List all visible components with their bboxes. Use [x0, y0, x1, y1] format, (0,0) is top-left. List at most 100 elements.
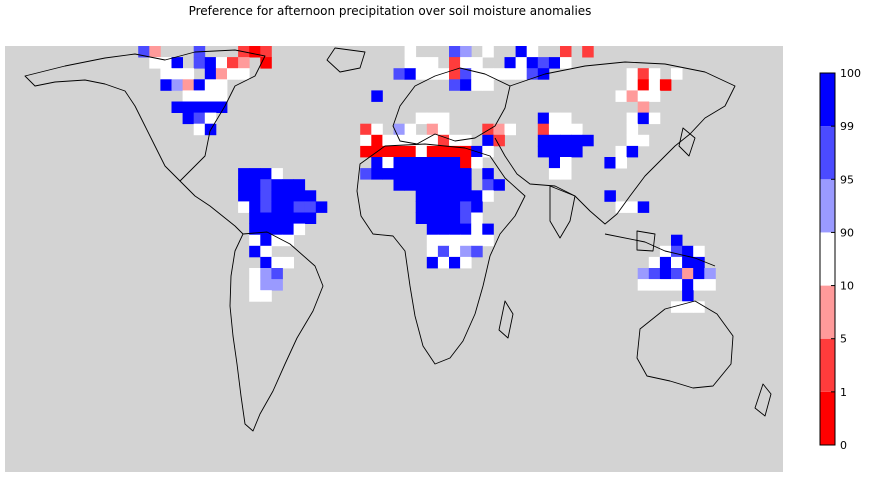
coast-australia [636, 300, 734, 389]
grid-cell [437, 234, 450, 247]
grid-cell [548, 134, 561, 147]
grid-cell [471, 212, 483, 224]
grid-cell [615, 157, 627, 169]
grid-cell [693, 301, 705, 313]
grid-cell [460, 68, 472, 80]
grid-cell [426, 112, 439, 125]
grid-cell [671, 256, 683, 269]
grid-cell [182, 90, 195, 102]
grid-cell [537, 123, 550, 136]
grid-cell [460, 179, 472, 191]
grid-cell [437, 256, 450, 269]
grid-cell [671, 279, 683, 291]
grid-cell [227, 57, 239, 69]
grid-cell [271, 201, 283, 213]
grid-cell [548, 57, 561, 69]
coast-greenland [326, 47, 366, 73]
grid-cell [637, 268, 650, 280]
grid-cell [460, 256, 472, 269]
grid-cell [449, 145, 461, 158]
grid-cell [360, 145, 372, 158]
grid-cell [238, 201, 250, 213]
grid-cell [293, 223, 306, 236]
grid-cell [437, 157, 450, 169]
grid-cell [460, 190, 472, 202]
coast-africa [356, 143, 526, 365]
grid-cell [371, 157, 383, 169]
grid-cell [548, 123, 561, 136]
grid-cell [482, 190, 494, 202]
grid-cell [171, 79, 183, 91]
colorbar-tick-label: 95 [840, 173, 854, 186]
grid-cell [138, 46, 150, 58]
grid-cell [437, 245, 450, 258]
grid-cell [227, 68, 239, 80]
grid-cells [138, 46, 716, 313]
grid-cell [682, 256, 694, 269]
grid-cell [449, 157, 461, 169]
grid-cell [460, 223, 472, 236]
grid-cell [648, 90, 661, 102]
grid-cell [493, 179, 505, 191]
grid-cell [382, 157, 394, 169]
colorbar-svg: 0 1 5 10 90 95 99 100 [819, 67, 861, 452]
grid-cell [682, 245, 694, 258]
grid-cell [626, 201, 639, 213]
coast-north-america [24, 49, 266, 182]
grid-cell [249, 290, 261, 302]
grid-cell [393, 68, 405, 80]
colorbar-tick-label: 5 [840, 333, 847, 346]
coast-new-zealand [754, 383, 772, 417]
grid-cell [449, 79, 461, 91]
grid-cell [249, 212, 261, 224]
grid-cell [271, 256, 283, 269]
grid-cell [482, 123, 494, 136]
grid-cell [193, 57, 206, 69]
colorbar-tick-label: 10 [840, 280, 854, 293]
grid-cell [571, 145, 583, 158]
grid-cell [304, 201, 317, 213]
grid-cell [637, 279, 650, 291]
grid-cell [449, 245, 461, 258]
colorbar-ticks: 0 1 5 10 90 95 99 100 [831, 67, 861, 452]
colorbar: 0 1 5 10 90 95 99 100 [819, 67, 868, 452]
grid-cell [671, 234, 683, 247]
grid-cell [637, 68, 650, 80]
grid-cell [437, 201, 450, 213]
grid-cell [160, 68, 172, 80]
grid-cell [238, 179, 250, 191]
grid-cell [648, 68, 661, 80]
coast-india [549, 185, 576, 239]
grid-cell [204, 79, 217, 91]
grid-cell [582, 134, 594, 147]
grid-cell [426, 157, 439, 169]
grid-cell [560, 46, 572, 58]
grid-cell [415, 179, 428, 191]
grid-cell [437, 134, 450, 147]
grid-cell [671, 245, 683, 258]
grid-cell [415, 168, 428, 180]
grid-cell [537, 112, 550, 125]
grid-cell [437, 223, 450, 236]
grid-cell [526, 46, 539, 58]
grid-cell [426, 201, 439, 213]
grid-cell [415, 157, 428, 169]
grid-cell [193, 112, 206, 125]
colorbar-tick-label: 0 [840, 439, 847, 452]
grid-cell [404, 157, 417, 169]
colorbar-tick-label: 100 [840, 67, 861, 80]
grid-cell [271, 212, 283, 224]
grid-cell [193, 123, 206, 136]
grid-cell [293, 190, 306, 202]
grid-cell [315, 201, 328, 213]
grid-cell [426, 212, 439, 224]
grid-cell [637, 201, 650, 213]
grid-cell [404, 46, 417, 58]
grid-cell [426, 68, 439, 80]
grid-cell [271, 179, 283, 191]
grid-cell [648, 79, 661, 91]
grid-cell [515, 57, 528, 69]
grid-cell [360, 123, 372, 136]
grid-cell [560, 157, 572, 169]
grid-cell [682, 301, 694, 313]
